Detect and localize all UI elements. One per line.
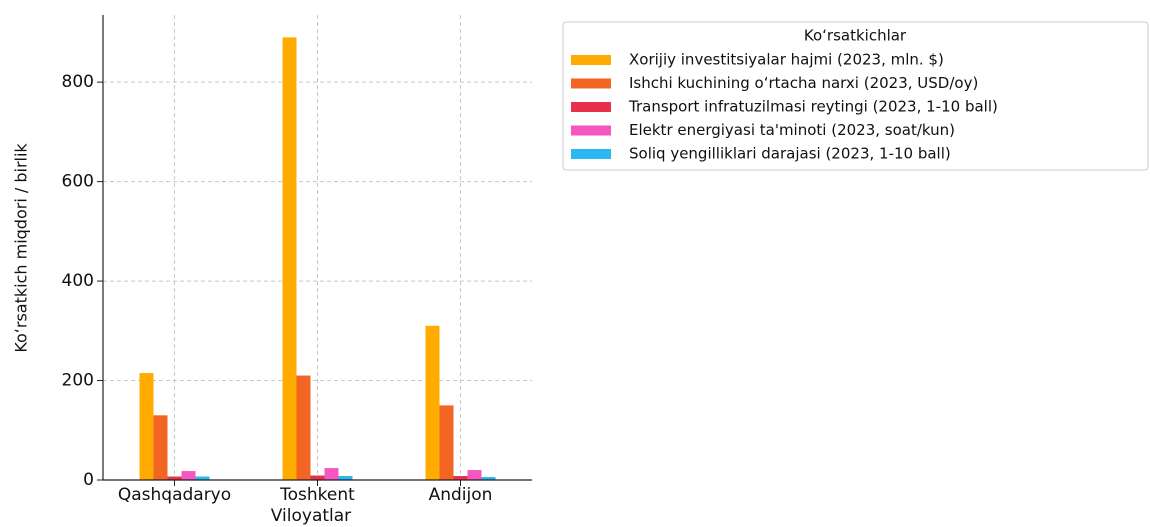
bar xyxy=(467,470,482,480)
bar xyxy=(439,405,454,480)
legend-label: Elektr energiyasi ta'minoti (2023, soat/… xyxy=(629,121,955,139)
bar xyxy=(338,476,353,480)
bar xyxy=(195,476,210,480)
legend-swatch xyxy=(571,102,611,112)
legend-title: Koʻrsatkichlar xyxy=(804,27,907,45)
bar xyxy=(324,468,339,480)
legend: Koʻrsatkichlar Xorijiy investitsiyalar ha… xyxy=(562,21,1149,171)
legend-swatch xyxy=(571,149,611,159)
y-tick-label: 0 xyxy=(83,470,94,490)
y-tick-label: 800 xyxy=(62,72,94,92)
y-tick-label: 200 xyxy=(62,371,94,391)
bar xyxy=(296,375,311,480)
legend-swatch xyxy=(571,125,611,136)
bar xyxy=(425,325,440,480)
legend-label: Ishchi kuchining oʻrtacha narxi (2023, U… xyxy=(629,74,978,92)
x-tick-label: Andijon xyxy=(429,485,493,505)
legend-box xyxy=(562,21,1149,171)
bar xyxy=(139,373,154,480)
x-tick-label: Qashqadaryo xyxy=(118,485,231,505)
y-axis-label: Koʻrsatkich miqdori / birlik xyxy=(12,143,31,353)
bar xyxy=(282,37,297,481)
y-tick-label: 600 xyxy=(62,172,94,192)
bar xyxy=(153,415,168,480)
bar xyxy=(181,471,196,480)
y-tick-label: 400 xyxy=(62,271,94,291)
bar xyxy=(453,476,468,480)
bar xyxy=(310,475,325,480)
legend-label: Soliq yengilliklari darajasi (2023, 1-10… xyxy=(629,145,951,163)
x-tick-label: Toshkent xyxy=(279,485,355,505)
legend-swatch xyxy=(571,78,611,89)
bar xyxy=(481,477,496,480)
legend-swatch xyxy=(571,55,611,65)
bar xyxy=(167,476,182,480)
x-axis-label: Viloyatlar xyxy=(271,506,351,526)
legend-label: Transport infratuzilmasi reytingi (2023,… xyxy=(628,98,998,116)
legend-label: Xorijiy investitsiyalar hajmi (2023, mln… xyxy=(629,51,944,69)
